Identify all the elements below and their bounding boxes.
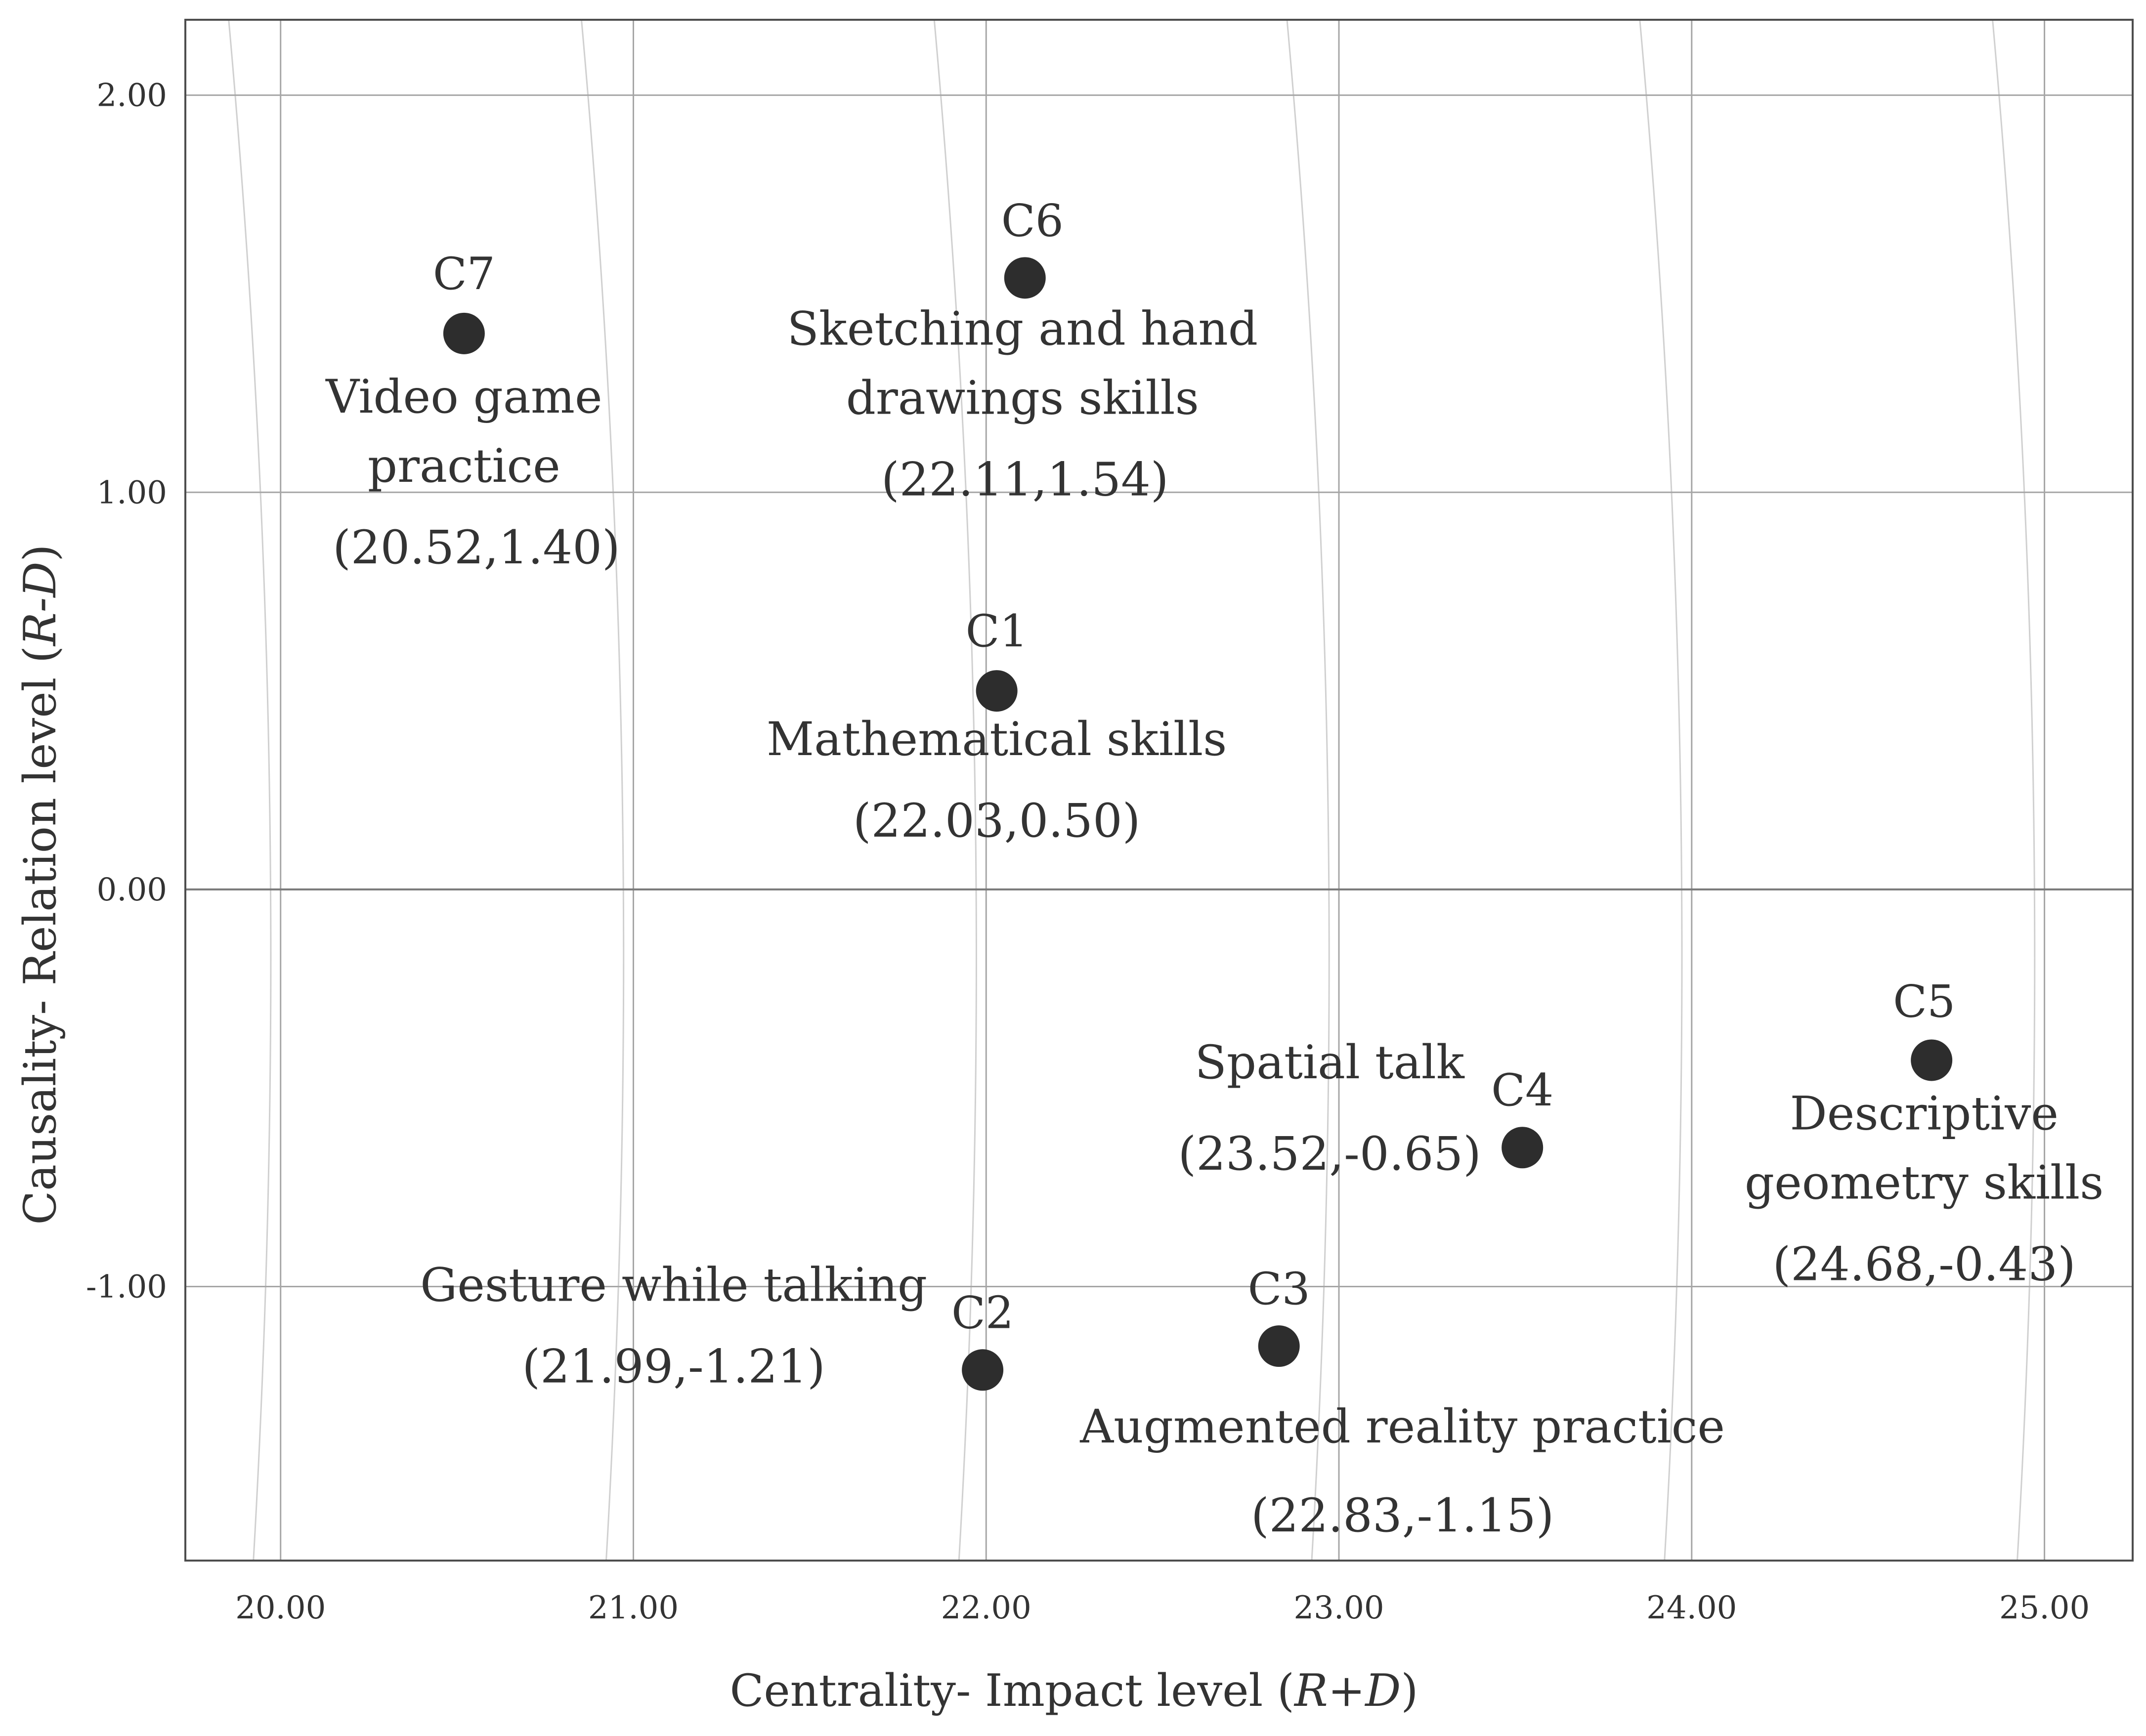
x-tick-label: 22.00 [941, 1590, 1031, 1626]
point-name-label: Augmented reality practice [1079, 1400, 1725, 1454]
y-tick-label: 2.00 [97, 78, 168, 114]
point-c2 [962, 1349, 1004, 1391]
point-c3 [1258, 1325, 1300, 1367]
decorative-curve-3 [1286, 19, 1330, 1561]
x-tick-label: 24.00 [1646, 1590, 1737, 1626]
background-curves [228, 19, 2036, 1561]
point-name-label: geometry skills [1745, 1156, 2103, 1210]
data-points [443, 257, 1953, 1391]
decorative-curve-0 [228, 19, 272, 1561]
point-c6 [1004, 257, 1046, 299]
point-name-label: practice [368, 439, 560, 493]
point-name-label: Video game [325, 370, 602, 424]
point-name-label: Descriptive [1790, 1087, 2059, 1141]
plot-frame [184, 19, 2134, 1562]
gridlines [185, 20, 2133, 1561]
point-name-label: drawings skills [846, 371, 1199, 425]
x-tick-label: 21.00 [588, 1590, 679, 1626]
point-name-label: Gesture while talking [420, 1258, 927, 1312]
x-tick-label: 20.00 [235, 1590, 326, 1626]
point-id-label: C4 [1491, 1064, 1553, 1116]
point-id-label: C2 [951, 1287, 1014, 1339]
point-id-label: C6 [1001, 195, 1064, 247]
tick-labels: 20.00 21.00 22.00 23.00 24.00 25.00 -1.00 0.00 1… [86, 78, 2090, 1626]
point-name-label: Spatial talk [1195, 1036, 1465, 1090]
x-tick-label: 25.00 [1999, 1590, 2090, 1626]
x-tick-label: 23.00 [1293, 1590, 1384, 1626]
decorative-curve-5 [1992, 19, 2036, 1561]
x-axis-title: Centrality- Impact level (R+D) [730, 1665, 1418, 1717]
point-coordinate-label: (20.52,1.40) [333, 521, 620, 575]
decorative-curve-2 [933, 19, 977, 1561]
decorative-curve-4 [1639, 19, 1683, 1561]
y-axis-title: Causality- Relation level (R-D) [14, 544, 66, 1225]
point-c7 [443, 312, 485, 354]
point-id-label: C7 [433, 248, 495, 300]
point-coordinate-label: (22.83,-1.15) [1251, 1489, 1554, 1543]
point-coordinate-label: (23.52,-0.65) [1178, 1127, 1481, 1181]
point-id-label: C5 [1893, 975, 1955, 1027]
y-tick-label: -1.00 [86, 1269, 167, 1306]
point-name-label: Mathematical skills [767, 713, 1227, 766]
y-tick-label: 1.00 [97, 474, 168, 511]
point-coordinate-label: (22.11,1.54) [881, 453, 1169, 507]
point-c4 [1502, 1127, 1544, 1169]
point-labels: C7 Video game practice (20.52,1.40) C6 Sketch… [325, 195, 2103, 1543]
point-name-label: Sketching and hand [787, 302, 1258, 356]
decorative-curve-1 [580, 19, 625, 1561]
y-tick-label: 0.00 [97, 872, 168, 908]
point-id-label: C3 [1248, 1263, 1310, 1315]
point-coordinate-label: (22.03,0.50) [853, 794, 1141, 848]
point-coordinate-label: (24.68,-0.43) [1772, 1237, 2075, 1291]
point-c5 [1911, 1039, 1953, 1081]
point-id-label: C1 [966, 605, 1028, 657]
point-coordinate-label: (21.99,-1.21) [522, 1340, 825, 1394]
point-c1 [976, 670, 1018, 712]
